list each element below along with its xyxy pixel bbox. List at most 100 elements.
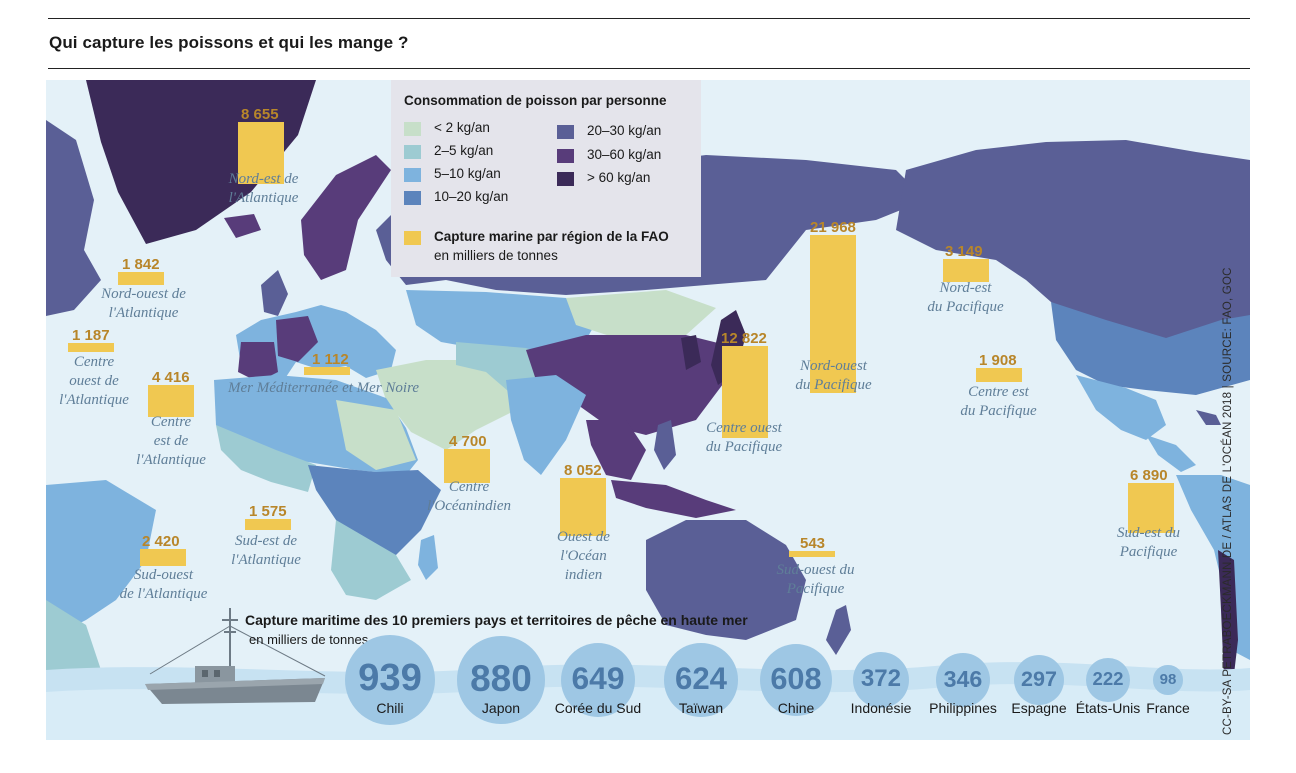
source-credit: CC-BY-SA PETRABOECKMANN.DE / ATLAS DE L'… — [1222, 267, 1234, 735]
land-mexico — [1076, 375, 1166, 440]
fao-bar — [245, 519, 291, 531]
fao-value: 1 112 — [312, 351, 349, 368]
capture-bubble: 939 — [345, 635, 435, 725]
fao-value: 21 968 — [810, 219, 856, 236]
fao-bar — [943, 259, 989, 282]
capture-value: 98 — [1159, 670, 1177, 688]
land-south-america-east — [46, 480, 156, 640]
land-africa-west — [216, 425, 316, 492]
land-south-america-west — [1176, 475, 1250, 660]
fao-name: Sud-ouest du Pacifique — [776, 562, 855, 597]
fao-name: Centre est de l'Atlantique — [136, 414, 206, 468]
fao-value: 4 416 — [152, 369, 190, 386]
land-central-asia — [406, 290, 606, 355]
land-madagascar — [418, 535, 438, 580]
fao-value: 6 890 — [1130, 467, 1168, 484]
legend-swatch — [404, 168, 421, 182]
fao-value: 1 575 — [249, 503, 287, 520]
top-rule — [48, 18, 1250, 19]
capture-value: 624 — [674, 660, 727, 696]
land-scandinavia — [301, 155, 391, 280]
legend-label: > 60 kg/an — [587, 170, 651, 185]
capture-bubble: 649 — [560, 642, 636, 718]
fao-bar — [68, 343, 114, 352]
fao-bar — [560, 478, 606, 536]
page-title: Qui capture les poissons et qui les mang… — [49, 33, 409, 52]
legend-swatch — [404, 145, 421, 159]
capture-value: 880 — [470, 657, 532, 700]
fao-name: Sud-est du Pacifique — [1117, 525, 1180, 560]
land-caribbean — [1196, 410, 1221, 425]
capture-bubble: 346 — [935, 652, 991, 708]
land-se-asia — [586, 420, 646, 480]
fao-name: Centre est du Pacifique — [960, 384, 1037, 419]
fao-bar — [444, 449, 490, 483]
capture-value: 608 — [770, 660, 822, 696]
legend-swatch — [404, 122, 421, 136]
legend-label: 10–20 kg/an — [434, 189, 509, 204]
fao-name: Mer Méditerranée et Mer Noire — [227, 380, 420, 396]
capture-bubble: 880 — [457, 636, 545, 724]
fao-value: 1 908 — [979, 352, 1017, 369]
capture-country: France — [1146, 700, 1190, 716]
fao-name: Nord-ouest de l'Atlantique — [101, 286, 186, 321]
title-rule — [48, 68, 1250, 69]
capture-bubble: 222 — [1086, 658, 1130, 702]
fao-name: Nord-ouest du Pacifique — [795, 358, 872, 393]
legend-label: < 2 kg/an — [434, 120, 490, 135]
land-nz — [826, 605, 851, 655]
capture-value: 346 — [943, 665, 983, 692]
fao-name: Sud-ouest de l'Atlantique — [119, 567, 208, 602]
capture-country: Philippines — [929, 700, 997, 716]
capture-value: 939 — [358, 656, 422, 700]
land-greenland — [86, 80, 316, 244]
capture-value: 222 — [1092, 668, 1124, 690]
land-africa-central — [308, 465, 441, 555]
map-legend: Consommation de poisson par personne < 2… — [391, 80, 701, 277]
legend-capture-unit: en milliers de tonnes — [434, 248, 558, 263]
capture-country: Japon — [481, 700, 521, 716]
fao-name: Centre ouest de l'Atlantique — [59, 354, 129, 408]
fao-value: 3 149 — [945, 243, 983, 260]
legend-label: 5–10 kg/an — [434, 166, 501, 181]
legend-capture-label: Capture marine par région de la FAO — [434, 229, 669, 244]
captures-unit: en milliers de tonnes — [249, 632, 369, 647]
land-africa-sahel — [336, 400, 416, 470]
land-australia — [646, 520, 806, 640]
fao-value: 4 700 — [449, 433, 487, 450]
legend-swatch — [404, 191, 421, 205]
fao-name: Nord-est de l'Atlantique — [228, 171, 299, 206]
land-africa-south — [331, 520, 411, 600]
land-uk — [261, 270, 288, 316]
capture-country: Indonésie — [850, 700, 912, 716]
map-land — [46, 80, 1250, 740]
legend-swatch — [557, 172, 574, 186]
fao-value: 12 822 — [721, 330, 767, 347]
land-usa — [1051, 302, 1250, 395]
capture-country: Taïwan — [678, 700, 724, 716]
legend-label: 2–5 kg/an — [434, 143, 494, 158]
legend-title: Consommation de poisson par personne — [404, 93, 667, 108]
fao-bar — [238, 122, 284, 185]
legend-label: 30–60 kg/an — [587, 147, 662, 162]
fao-bar — [810, 235, 856, 393]
capture-country: Corée du Sud — [554, 700, 642, 716]
land-france — [276, 316, 318, 362]
capture-value: 372 — [860, 665, 902, 693]
fao-bar — [304, 367, 350, 375]
fao-value: 2 420 — [142, 533, 180, 550]
capture-value: 649 — [571, 660, 625, 697]
capture-bubble: 98 — [1153, 665, 1183, 695]
land-korea — [681, 335, 701, 370]
land-canada-east — [46, 120, 101, 316]
capture-country: États-Unis — [1075, 700, 1141, 716]
capture-bubble: 624 — [664, 643, 738, 717]
capture-country: Chine — [777, 700, 815, 716]
land-mongolia — [566, 290, 716, 338]
land-philippines — [654, 420, 676, 470]
capture-country: Chili — [376, 700, 404, 716]
fao-value: 543 — [800, 535, 826, 552]
captures-title: Capture maritime des 10 premiers pays et… — [245, 612, 748, 628]
land-middle-east — [376, 360, 516, 450]
fao-bar — [976, 368, 1022, 382]
